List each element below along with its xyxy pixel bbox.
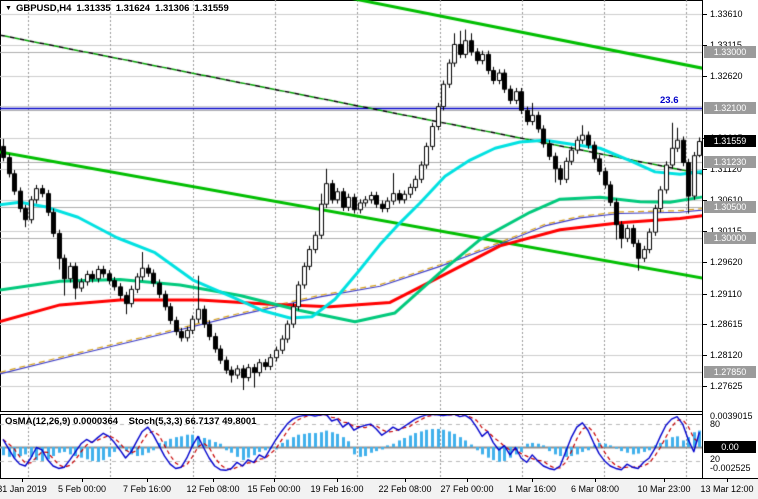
price-chart-canvas[interactable] xyxy=(0,0,702,478)
price-axis-label: 1.30115 xyxy=(710,226,742,237)
price-axis-tick xyxy=(703,169,707,170)
osma-label: OsMA(12,26,9) 0.0000364 xyxy=(5,416,119,427)
time-axis-label: 13 Mar 12:00 xyxy=(700,484,754,494)
price-axis-tick xyxy=(703,262,707,263)
time-axis-label: 27 Feb 00:00 xyxy=(440,484,494,494)
price-axis-tick xyxy=(703,200,707,201)
price-axis-label: 1.31120 xyxy=(710,163,742,174)
time-axis-tick xyxy=(147,479,148,482)
price-axis-label: 1.29620 xyxy=(710,256,743,267)
price-axis-label: 1.33115 xyxy=(710,39,742,50)
price-axis-tick xyxy=(703,355,707,356)
collapse-arrow-icon[interactable]: ▼ xyxy=(5,5,12,12)
symbol-period-label: GBPUSD,H4 xyxy=(15,3,72,14)
fibonacci-level-label[interactable]: 23.6 xyxy=(660,95,679,106)
price-axis[interactable]: 1.336101.331151.326201.316151.311201.306… xyxy=(702,0,758,478)
ohlc-high: 1.31624 xyxy=(115,3,151,14)
time-axis-tick xyxy=(532,479,533,482)
time-axis-label: 31 Jan 2019 xyxy=(0,484,47,494)
panel-level-80-label: 80 xyxy=(710,419,721,429)
panel-zero-badge: 0.00 xyxy=(704,441,756,453)
time-axis-tick xyxy=(664,479,665,482)
chart-title: ▼ GBPUSD,H4 1.31335 1.31624 1.31306 1.31559 xyxy=(5,3,229,14)
price-level-badge: 1.30000 xyxy=(704,232,756,245)
time-axis[interactable]: 31 Jan 2019 5 Feb 00:00 7 Feb 16:00 12 Feb … xyxy=(0,478,758,499)
time-axis-label: 10 Mar 23:00 xyxy=(637,484,691,494)
price-axis-tick xyxy=(703,231,707,232)
panel-divider[interactable] xyxy=(0,411,702,415)
time-axis-tick xyxy=(405,479,406,482)
time-axis-label: 15 Feb 00:00 xyxy=(247,484,301,494)
time-axis-label: 22 Feb 08:00 xyxy=(378,484,432,494)
price-axis-label: 1.28615 xyxy=(710,319,743,330)
price-level-badge: 1.31230 xyxy=(704,155,756,168)
ohlc-low: 1.31306 xyxy=(155,3,190,14)
price-level-badge: 1.30500 xyxy=(704,201,756,214)
time-axis-label: 5 Feb 00:00 xyxy=(57,484,107,494)
panel-min-label: -0.002525 xyxy=(710,463,751,473)
time-axis-tick xyxy=(22,479,23,482)
current-price-badge: 1.31559 xyxy=(704,135,756,148)
time-axis-tick xyxy=(727,479,728,482)
time-axis-tick xyxy=(82,479,83,482)
indicator-title: OsMA(12,26,9) 0.0000364 Stoch(5,3,3) 66.… xyxy=(5,416,264,427)
time-axis-label: 19 Feb 16:00 xyxy=(310,484,364,494)
time-axis-label: 1 Mar 16:00 xyxy=(507,484,557,494)
price-axis-label: 1.29110 xyxy=(710,288,742,299)
price-level-badge: 1.32100 xyxy=(704,101,756,114)
time-axis-label: 12 Feb 08:00 xyxy=(186,484,240,494)
time-axis-tick xyxy=(595,479,596,482)
price-axis-label: 1.33610 xyxy=(710,9,743,19)
price-axis-tick xyxy=(703,45,707,46)
time-axis-label: 7 Feb 16:00 xyxy=(122,484,172,494)
price-axis-label: 1.27625 xyxy=(710,380,743,391)
price-axis-label: 1.30610 xyxy=(710,195,743,205)
time-axis-tick xyxy=(213,479,214,482)
price-level-badge: 1.33000 xyxy=(704,45,756,58)
price-axis-tick xyxy=(703,76,707,77)
ohlc-close: 1.31559 xyxy=(194,3,229,14)
panel-level-20-label: 20 xyxy=(710,454,721,464)
panel-max-label: 0.0039015 xyxy=(710,411,753,421)
time-axis-tick xyxy=(274,479,275,482)
stoch-label: Stoch(5,3,3) 66.7137 49.8001 xyxy=(128,416,257,427)
time-axis-label: 6 Mar 08:00 xyxy=(570,484,620,494)
price-axis-label: 1.28120 xyxy=(710,350,743,361)
price-axis-tick xyxy=(703,14,707,15)
price-axis-label: 1.32620 xyxy=(710,70,743,81)
price-level-badge: 1.27850 xyxy=(704,366,756,378)
ohlc-open: 1.31335 xyxy=(76,3,111,14)
price-axis-tick xyxy=(703,386,707,387)
time-axis-tick xyxy=(337,479,338,482)
price-axis-tick xyxy=(703,324,707,325)
price-axis-tick xyxy=(703,294,707,295)
time-axis-tick xyxy=(467,479,468,482)
